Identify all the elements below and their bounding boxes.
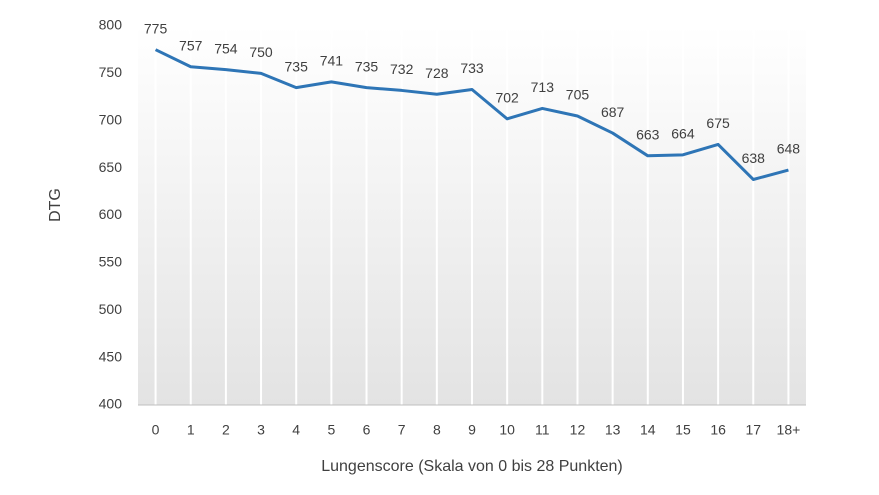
y-tick-label: 750 [99,64,123,80]
data-label: 663 [636,127,660,143]
data-label: 675 [706,115,730,131]
data-label: 754 [214,40,238,56]
x-tick-label: 13 [605,422,621,438]
x-axis-label: Lungenscore (Skala von 0 bis 28 Punkten) [321,458,623,475]
x-tick-label: 15 [675,422,691,438]
x-tick-label: 12 [570,422,586,438]
data-label: 705 [566,87,590,103]
x-tick-label: 9 [468,422,476,438]
data-label: 664 [671,126,695,142]
data-label: 638 [742,150,766,166]
data-label: 775 [144,20,168,36]
data-label: 702 [495,90,519,106]
line [154,48,789,181]
data-label: 648 [777,141,801,157]
data-label: 728 [425,65,449,81]
y-tick-label: 550 [99,254,123,270]
data-label: 757 [179,37,203,53]
y-tick-label: 700 [99,111,123,127]
x-tick-label: 17 [745,422,761,438]
y-tick-label: 500 [99,301,123,317]
y-axis-label: DTG [47,188,64,222]
x-tick-label: 1 [187,422,195,438]
data-label: 735 [285,58,309,74]
y-tick-label: 800 [99,17,123,33]
x-tick-label: 0 [152,422,160,438]
x-tick-label: 7 [398,422,406,438]
x-tick-label: 14 [640,422,656,438]
y-tick-label: 450 [99,348,123,364]
x-tick-label: 18+ [777,422,801,438]
y-tick-label: 400 [99,396,123,412]
x-tick-label: 5 [327,422,335,438]
data-label: 735 [355,58,379,74]
data-label: 732 [390,61,414,77]
data-label: 713 [531,79,555,95]
x-tick-label: 2 [222,422,230,438]
x-tick-label: 4 [292,422,300,438]
y-tick-label: 600 [99,206,123,222]
x-tick-label: 6 [363,422,371,438]
x-tick-label: 11 [535,422,550,438]
y-tick-label: 650 [99,159,123,175]
data-label: 750 [249,44,273,60]
x-tick-label: 8 [433,422,441,438]
x-tick-label: 16 [710,422,726,438]
x-tick-label: 3 [257,422,265,438]
data-label: 741 [320,53,344,69]
data-label: 687 [601,104,625,120]
data-label: 733 [460,60,484,76]
x-tick-label: 10 [499,422,515,438]
